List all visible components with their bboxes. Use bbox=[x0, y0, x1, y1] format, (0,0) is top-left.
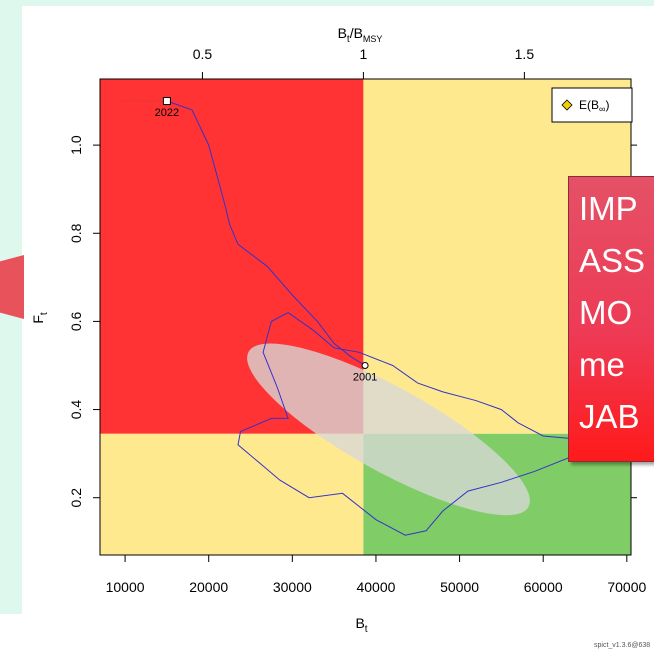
zone-lower-left bbox=[100, 434, 363, 555]
legend-entry-main: E(B bbox=[579, 98, 599, 112]
callout-box: IMP ASS MO me JAB bbox=[568, 176, 654, 462]
top-axis-den-sub: MSY bbox=[363, 34, 383, 44]
legend-entry-close: ) bbox=[605, 98, 609, 112]
callout-line: me bbox=[579, 348, 625, 381]
callout-line: MO bbox=[579, 296, 632, 329]
callout-line: ASS bbox=[579, 244, 645, 277]
x-axis-label-sub: t bbox=[365, 624, 368, 635]
callout-line: IMP bbox=[579, 192, 638, 225]
x-axis-label: Bt bbox=[355, 615, 367, 635]
y-tick-label: 0.8 bbox=[68, 223, 84, 243]
x-tick-label: 60000 bbox=[524, 579, 563, 595]
y-tick-label: 1.0 bbox=[68, 135, 84, 155]
top-axis-den: B bbox=[354, 25, 363, 41]
top-axis-label: Bt/BMSY bbox=[338, 25, 383, 45]
top-tick-label: 1 bbox=[360, 46, 368, 62]
y-tick-label: 0.2 bbox=[68, 488, 84, 508]
x-tick-label: 10000 bbox=[106, 579, 145, 595]
y-tick-label: 0.4 bbox=[68, 400, 84, 420]
point-2022 bbox=[163, 98, 170, 105]
point-label-2001: 2001 bbox=[353, 371, 377, 383]
legend-entry: E(B∞) bbox=[579, 98, 609, 114]
x-tick-label: 50000 bbox=[440, 579, 479, 595]
top-tick-label: 0.5 bbox=[193, 46, 213, 62]
footer-note: spict_v1.3.6@638 bbox=[594, 642, 650, 649]
x-tick-label: 40000 bbox=[356, 579, 395, 595]
top-tick-label: 1.5 bbox=[515, 46, 535, 62]
x-tick-label: 70000 bbox=[607, 579, 646, 595]
x-tick-label: 30000 bbox=[273, 579, 312, 595]
legend: E(B∞) bbox=[552, 88, 632, 122]
x-tick-label: 20000 bbox=[189, 579, 228, 595]
y-tick-label: 0.6 bbox=[68, 311, 84, 331]
point-label-2022: 2022 bbox=[155, 107, 179, 119]
callout-line: JAB bbox=[579, 400, 640, 433]
top-axis-num: B bbox=[338, 25, 347, 41]
y-axis-label: Ft bbox=[30, 312, 50, 324]
y-axis-label-sub: t bbox=[39, 312, 50, 315]
zones-layer bbox=[100, 79, 631, 555]
point-2001 bbox=[362, 362, 368, 368]
